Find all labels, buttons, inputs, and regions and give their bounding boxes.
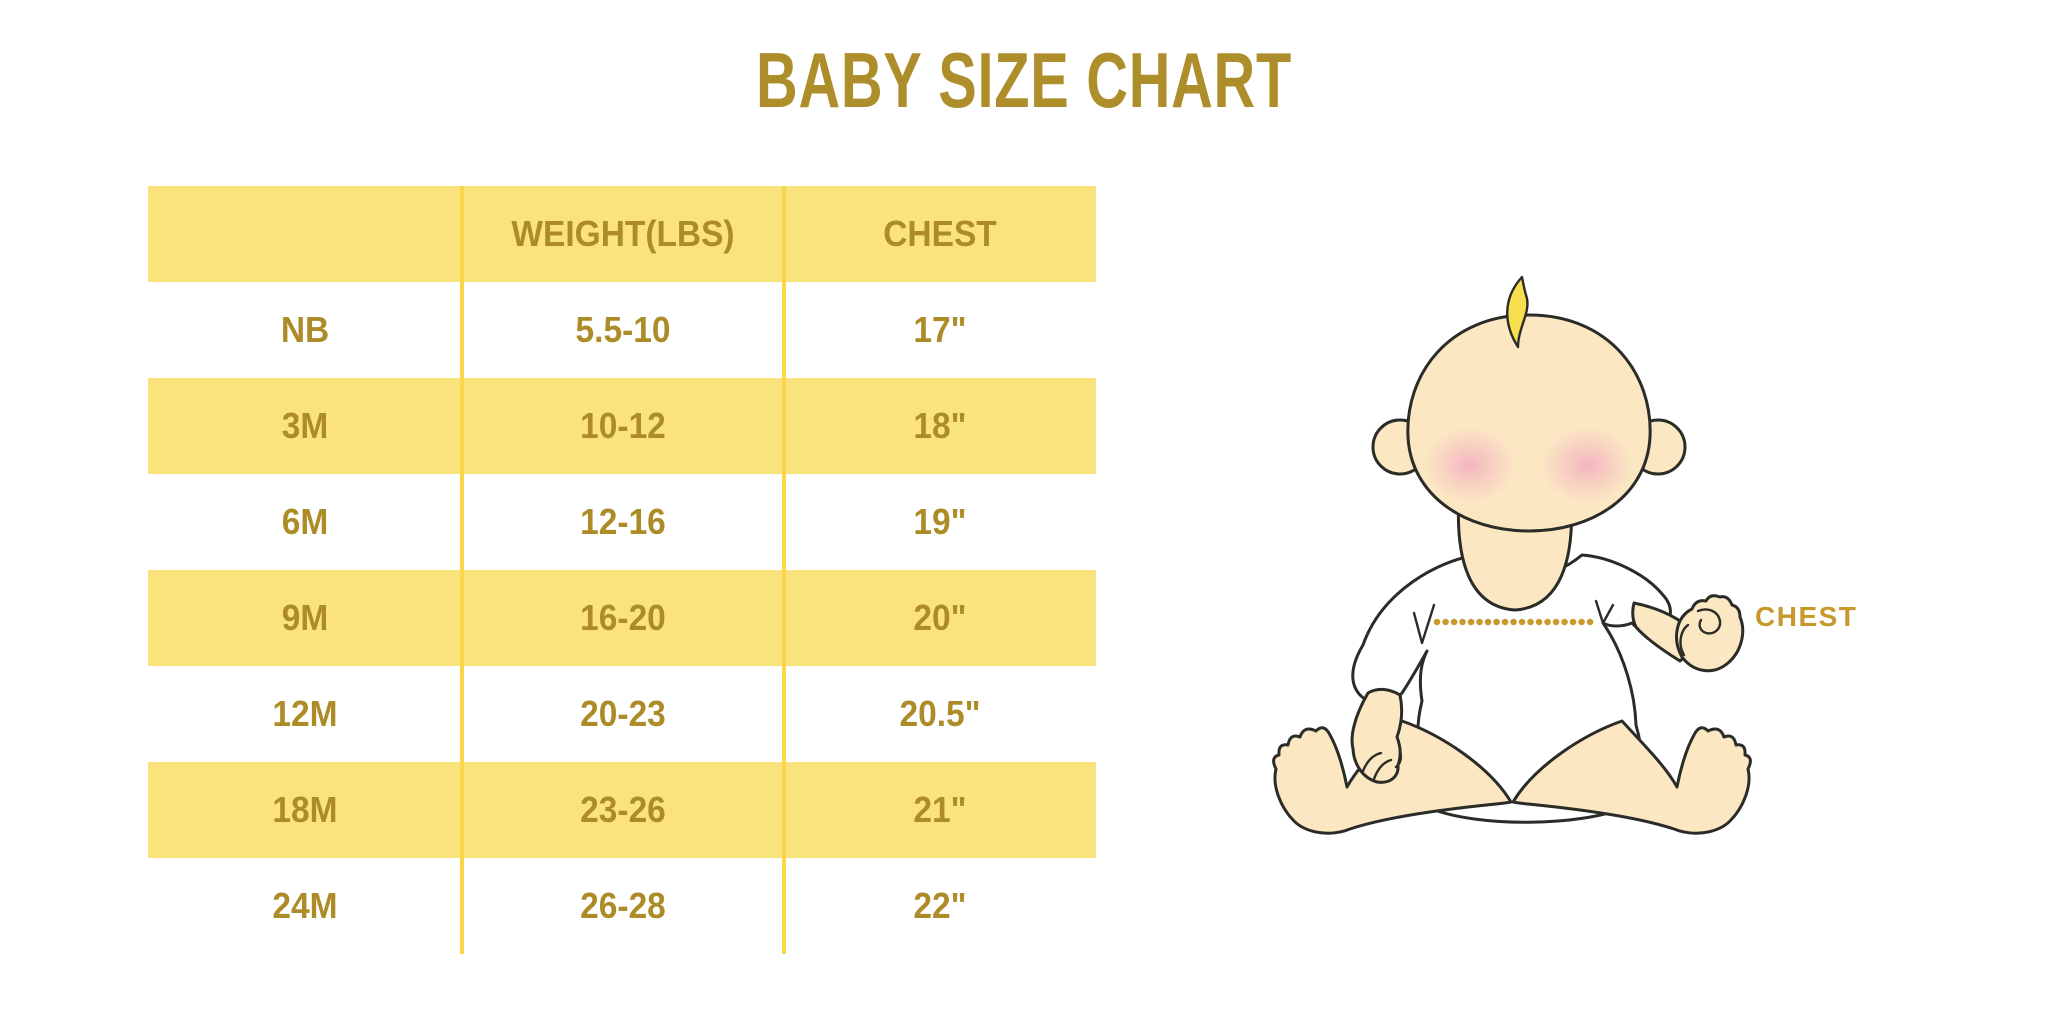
baby-left-arm [1350,687,1404,784]
chest-cell: 17" [913,309,967,350]
table-row: 6M 12-16 19" [148,474,1096,570]
weight-cell: 26-28 [580,885,666,926]
right-armpit-notch [1594,599,1615,625]
baby-right-cheek-blush [1541,427,1633,503]
size-cell: NB [280,309,330,350]
left-hand-fingers [1361,750,1403,781]
baby-head [1406,313,1652,533]
size-table: WEIGHT(LBS) CHEST NB 5.5-10 17" 3M 10-12… [148,186,1096,954]
weight-cell: 5.5-10 [575,309,671,350]
chest-cell: 20.5" [899,693,981,734]
table-row: 24M 26-28 22" [148,858,1096,954]
size-cell: 24M [272,885,338,926]
size-cell: 18M [272,789,338,830]
size-cell: 9M [281,597,329,638]
chest-measurement-label: CHEST [1755,601,1858,632]
baby-illustration [1250,255,1900,875]
baby-hair-curl-icon [1506,275,1529,349]
column-divider [782,186,786,954]
size-cell: 6M [281,501,329,542]
left-armpit-notch [1412,603,1436,645]
baby-left-cheek-blush [1424,427,1516,503]
page-title: BABY SIZE CHART [756,36,1292,124]
header-cell-chest: CHEST [883,213,997,254]
table-row: 9M 16-20 20" [148,570,1096,666]
weight-cell: 10-12 [580,405,666,446]
header-cell-size [159,186,451,282]
chest-cell: 21" [913,789,967,830]
chest-cell: 18" [913,405,967,446]
table-row: 3M 10-12 18" [148,378,1096,474]
chest-cell: 22" [913,885,967,926]
size-cell: 3M [281,405,329,446]
chest-cell: 20" [913,597,967,638]
table-header-row: WEIGHT(LBS) CHEST [148,186,1096,282]
weight-cell: 12-16 [580,501,666,542]
column-divider [460,186,464,954]
weight-cell: 16-20 [580,597,666,638]
size-cell: 12M [272,693,338,734]
weight-cell: 20-23 [580,693,666,734]
fist-thumb-curl [1696,608,1722,635]
table-row: 18M 23-26 21" [148,762,1096,858]
header-cell-weight: WEIGHT(LBS) [511,213,735,254]
weight-cell: 23-26 [580,789,666,830]
baby-svg [1272,275,1752,835]
table-row: 12M 20-23 20.5" [148,666,1096,762]
table-row: NB 5.5-10 17" [148,282,1096,378]
fist-finger-line [1679,623,1690,657]
chest-cell: 19" [913,501,967,542]
